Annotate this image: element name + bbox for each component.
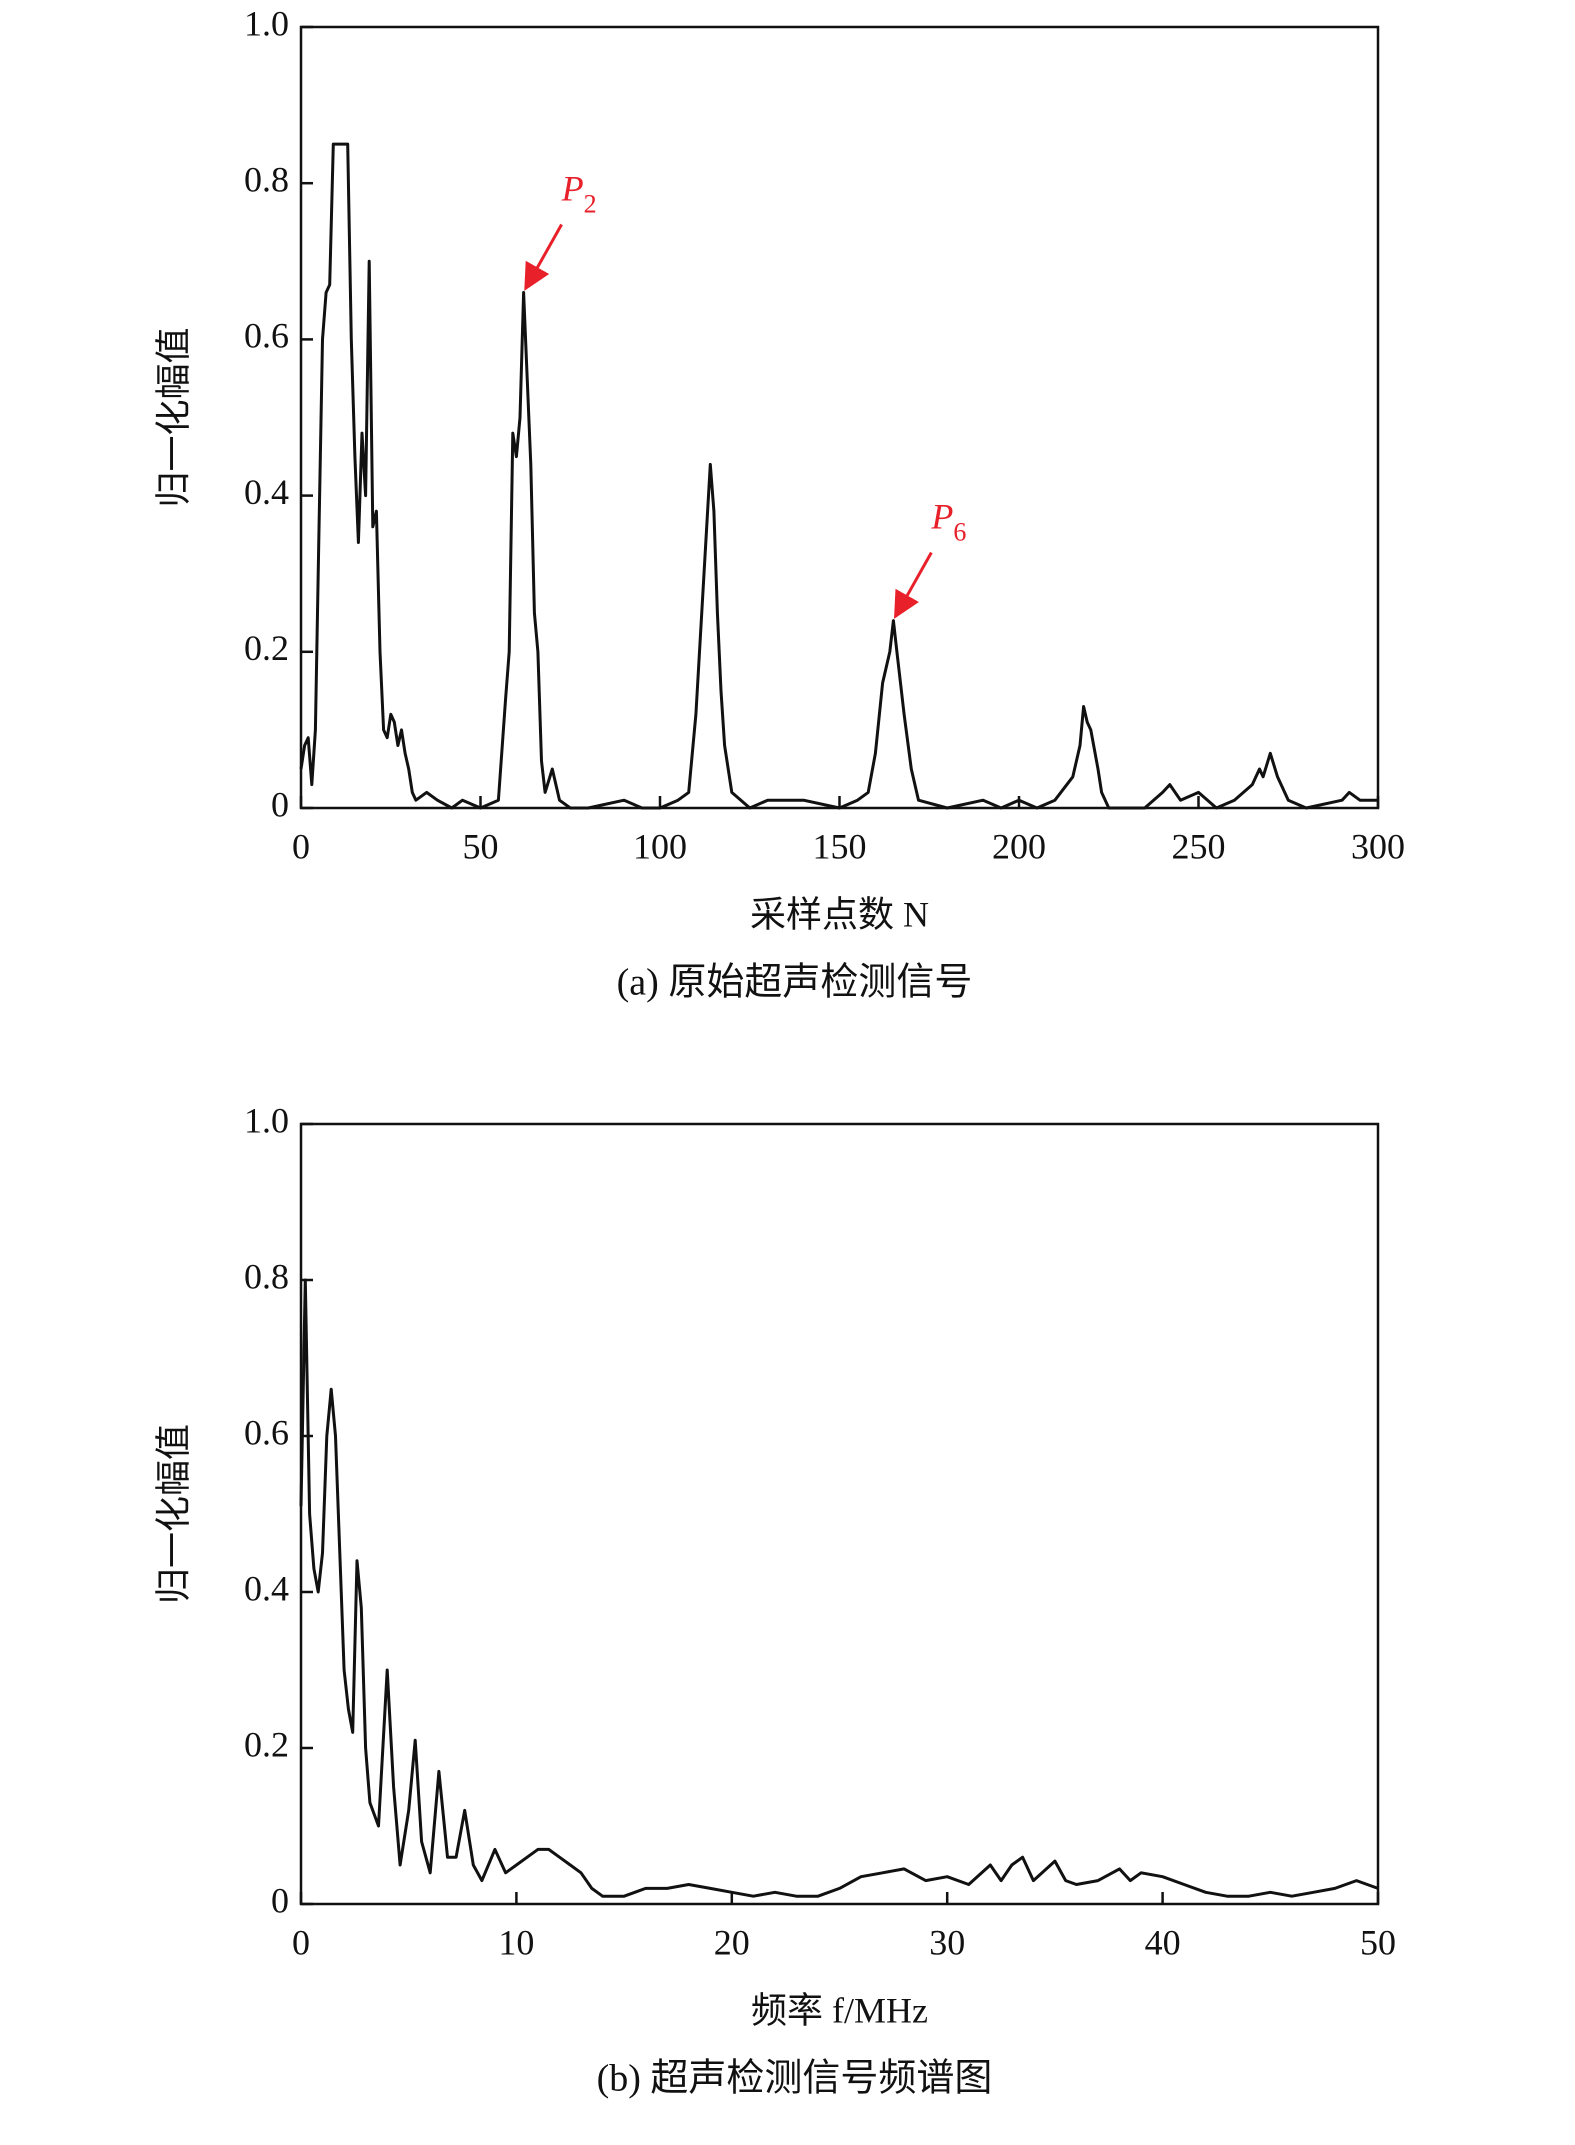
- annotation: P6: [930, 497, 966, 547]
- x-tick-label: 200: [992, 826, 1046, 866]
- y-tick-label: 0.4: [244, 1568, 289, 1608]
- y-axis-label: 归一化幅值: [153, 1424, 193, 1604]
- x-tick-label: 10: [498, 1922, 534, 1962]
- y-tick-label: 0.8: [244, 1256, 289, 1296]
- x-tick-label: 0: [292, 1922, 310, 1962]
- data-line: [299, 142, 1378, 810]
- caption: (a) 原始超声检测信号: [617, 962, 973, 1004]
- y-tick-label: 0.2: [244, 628, 289, 668]
- x-tick-label: 250: [1172, 826, 1226, 866]
- annotation-arrow: [894, 551, 933, 619]
- x-tick-label: 0: [292, 826, 310, 866]
- caption: (b) 超声检测信号频谱图: [597, 2058, 993, 2100]
- x-tick-label: 30: [929, 1922, 965, 1962]
- y-tick-label: 0.6: [244, 1412, 289, 1452]
- y-tick-label: 0.8: [244, 159, 289, 199]
- y-tick-label: 0.2: [244, 1724, 289, 1764]
- annotation: P2: [561, 169, 597, 219]
- plot-frame: [299, 25, 1380, 810]
- x-tick-label: 50: [1360, 1922, 1396, 1962]
- y-axis-label: 归一化幅值: [153, 327, 193, 507]
- x-tick-label: 40: [1145, 1922, 1181, 1962]
- y-tick-label: 0: [271, 784, 289, 824]
- x-tick-label: 20: [714, 1922, 750, 1962]
- y-tick-label: 0.4: [244, 472, 289, 512]
- x-axis-label: 采样点数 N: [750, 894, 929, 934]
- y-tick-label: 0.6: [244, 316, 289, 356]
- annotation-label: P: [561, 169, 584, 209]
- y-tick-label: 0: [271, 1880, 289, 1920]
- annotation-arrow: [524, 223, 563, 291]
- annotation-subscript: 6: [953, 518, 966, 547]
- x-tick-label: 150: [813, 826, 867, 866]
- annotation-subscript: 2: [584, 190, 597, 219]
- data-line: [299, 1278, 1379, 1898]
- annotation-label: P: [930, 497, 953, 537]
- x-axis-label: 频率 f/MHz: [751, 1990, 928, 2030]
- x-tick-label: 100: [633, 826, 687, 866]
- x-tick-label: 50: [463, 826, 499, 866]
- plot-frame: [299, 1122, 1380, 1906]
- y-tick-label: 1.0: [244, 1100, 289, 1140]
- y-tick-label: 1.0: [244, 3, 289, 43]
- x-tick-label: 300: [1351, 826, 1405, 866]
